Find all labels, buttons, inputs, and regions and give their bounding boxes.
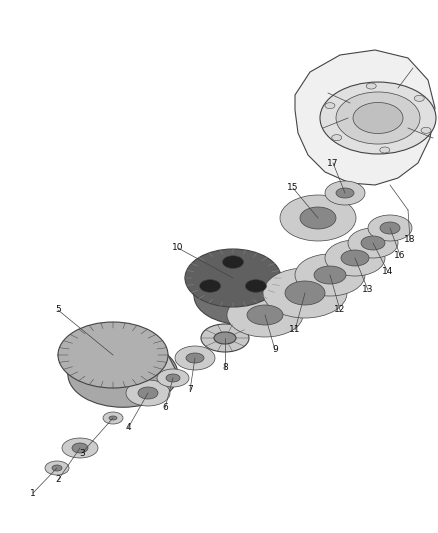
Ellipse shape	[353, 102, 403, 133]
Text: 4: 4	[125, 424, 131, 432]
Ellipse shape	[336, 188, 354, 198]
Text: 11: 11	[289, 326, 301, 335]
Polygon shape	[185, 278, 290, 295]
Ellipse shape	[366, 83, 376, 89]
Text: 10: 10	[172, 244, 184, 253]
Polygon shape	[295, 50, 435, 185]
Ellipse shape	[185, 249, 281, 307]
Text: 7: 7	[187, 385, 193, 394]
Ellipse shape	[325, 181, 365, 205]
Ellipse shape	[157, 369, 189, 387]
Text: 14: 14	[382, 268, 394, 277]
Text: 1: 1	[30, 489, 36, 497]
Text: 17: 17	[327, 158, 339, 167]
Ellipse shape	[72, 443, 88, 453]
Ellipse shape	[62, 438, 98, 458]
Ellipse shape	[368, 215, 412, 241]
Ellipse shape	[325, 240, 385, 276]
Text: 3: 3	[79, 448, 85, 457]
Text: 18: 18	[404, 236, 416, 245]
Ellipse shape	[227, 293, 303, 337]
Ellipse shape	[421, 127, 431, 133]
Text: 12: 12	[334, 305, 346, 314]
Text: 15: 15	[287, 183, 299, 192]
Ellipse shape	[295, 254, 365, 296]
Ellipse shape	[247, 305, 283, 325]
Ellipse shape	[332, 135, 342, 141]
Ellipse shape	[200, 280, 221, 293]
Ellipse shape	[280, 195, 356, 241]
Ellipse shape	[245, 280, 266, 293]
Ellipse shape	[380, 147, 390, 153]
Text: 2: 2	[55, 475, 61, 484]
Ellipse shape	[52, 465, 62, 471]
Ellipse shape	[214, 332, 236, 344]
Polygon shape	[58, 355, 178, 374]
Text: 16: 16	[394, 251, 406, 260]
Ellipse shape	[166, 374, 180, 382]
Ellipse shape	[194, 266, 290, 325]
Text: 8: 8	[222, 364, 228, 373]
Ellipse shape	[263, 268, 347, 318]
Text: 5: 5	[55, 305, 61, 314]
Ellipse shape	[58, 322, 168, 388]
Ellipse shape	[348, 228, 398, 258]
Text: 9: 9	[272, 345, 278, 354]
Ellipse shape	[320, 82, 436, 154]
Text: 13: 13	[362, 286, 374, 295]
Ellipse shape	[126, 380, 170, 406]
Ellipse shape	[414, 95, 424, 101]
Ellipse shape	[201, 324, 249, 352]
Ellipse shape	[300, 207, 336, 229]
Ellipse shape	[68, 341, 178, 407]
Ellipse shape	[361, 236, 385, 250]
Ellipse shape	[223, 256, 244, 269]
Ellipse shape	[285, 281, 325, 305]
Ellipse shape	[109, 416, 117, 420]
Ellipse shape	[138, 387, 158, 399]
Ellipse shape	[380, 222, 400, 234]
Ellipse shape	[325, 103, 335, 109]
Ellipse shape	[175, 346, 215, 370]
Ellipse shape	[186, 353, 204, 363]
Ellipse shape	[336, 92, 420, 144]
Ellipse shape	[341, 250, 369, 266]
Text: 6: 6	[162, 403, 168, 413]
Ellipse shape	[103, 412, 123, 424]
Ellipse shape	[45, 461, 69, 475]
Ellipse shape	[314, 266, 346, 284]
